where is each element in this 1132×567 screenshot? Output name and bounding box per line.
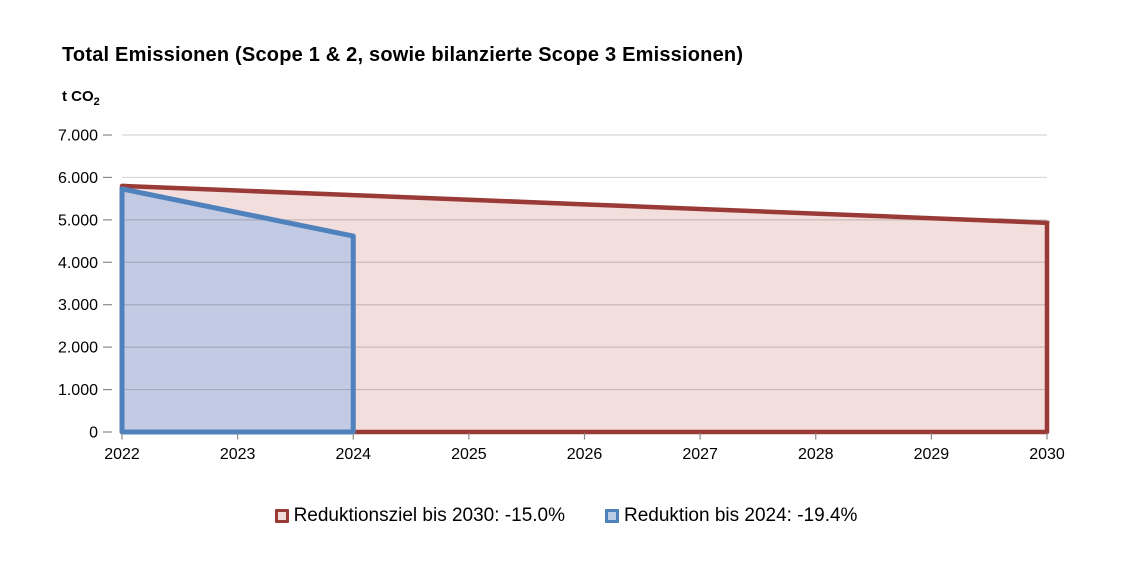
y-axis-label: 5.000 [58, 212, 98, 229]
y-axis-label: 7.000 [58, 128, 98, 145]
x-axis-label: 2022 [104, 446, 140, 463]
series-line-0 [119, 183, 1050, 435]
y-axis-label: 0 [89, 425, 98, 442]
y-axis-label: 1.000 [58, 382, 98, 399]
x-axis-label: 2030 [1029, 446, 1065, 463]
x-axis-label: 2026 [567, 446, 603, 463]
series-line-1 [119, 186, 356, 435]
plot-area: 0 1.000 2.000 3.000 4.000 5.000 6.000 7.000 2022… [58, 128, 1065, 464]
x-axis-label: 2024 [335, 446, 371, 463]
series-area-fill-1 [122, 188, 354, 432]
unit-text: t CO [62, 88, 94, 105]
legend-marker-blue-icon [605, 509, 619, 523]
legend-marker-red-icon [274, 509, 289, 523]
y-axis-unit-label: t CO2 [62, 88, 100, 108]
legend-label-reduktion: Reduktion bis 2024: -19.4% [624, 505, 858, 526]
legend-item-reduktion-2024: Reduktion bis 2024: -19.4% [605, 505, 857, 527]
y-axis-label: 2.000 [58, 340, 98, 357]
chart-legend: Reduktionsziel bis 2030: -15.0% Reduktio… [0, 505, 1132, 527]
unit-subscript: 2 [93, 96, 100, 108]
legend-item-reduktionsziel-2030: Reduktionsziel bis 2030: -15.0% [274, 505, 565, 527]
y-axis-label: 3.000 [58, 297, 98, 314]
chart-title: Total Emissionen (Scope 1 & 2, sowie bil… [62, 44, 744, 66]
y-axis-label: 6.000 [58, 170, 98, 187]
x-axis-label: 2028 [798, 446, 834, 463]
legend-label-reduktionsziel: Reduktionsziel bis 2030: -15.0% [293, 505, 565, 526]
x-axis-label: 2027 [682, 446, 718, 463]
y-axis-label: 4.000 [58, 255, 98, 272]
x-axis-label: 2025 [451, 446, 487, 463]
x-axis-label: 2023 [220, 446, 256, 463]
x-axis-label: 2029 [914, 446, 950, 463]
